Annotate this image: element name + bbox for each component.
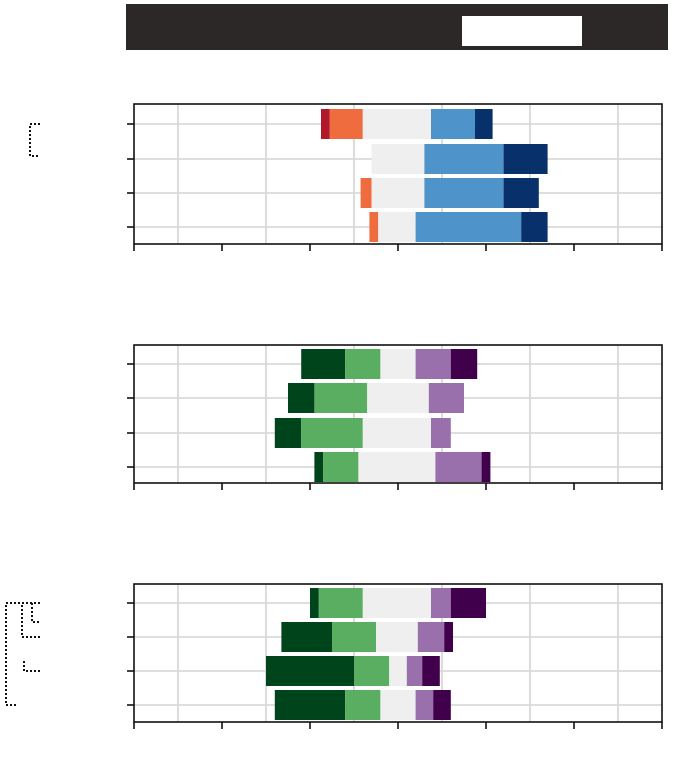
panel-1-ticks bbox=[127, 123, 663, 251]
bar-segment-p1-r2-s1 bbox=[371, 144, 425, 174]
bar-segment-p1-r4-s2 bbox=[378, 212, 416, 242]
bar-segment-p3-r4-s4 bbox=[415, 690, 434, 720]
panel-1-bracket bbox=[29, 123, 40, 157]
bar-segment-p1-r1-s5 bbox=[475, 109, 493, 139]
bar-segment-p3-r1-s2 bbox=[318, 588, 363, 618]
bar-segment-p2-r1-s3 bbox=[380, 349, 416, 379]
bar-segment-p3-r4-s1 bbox=[274, 690, 346, 720]
bar-segment-p2-r1-s2 bbox=[345, 349, 381, 379]
panel-3-ticks bbox=[127, 602, 663, 729]
bar-segment-p3-r3-s3 bbox=[389, 656, 407, 686]
panel-1 bbox=[29, 103, 663, 251]
bar-segment-p1-r4-s1 bbox=[369, 212, 379, 242]
bar-segment-p2-r1-s4 bbox=[415, 349, 451, 379]
bar-segment-p3-r4-s5 bbox=[433, 690, 451, 720]
bar-segment-p2-r2-s2 bbox=[314, 383, 368, 413]
bar-segment-p2-r2-s3 bbox=[367, 383, 429, 413]
bar-segment-p3-r2-s3 bbox=[376, 622, 418, 652]
bar-segment-p3-r4-s2 bbox=[345, 690, 381, 720]
bar-segment-p1-r1-s3 bbox=[362, 109, 431, 139]
bar-segment-p2-r4-s4 bbox=[435, 452, 482, 482]
bar-segment-p3-r2-s4 bbox=[417, 622, 445, 652]
bar-segment-p1-r2-s3 bbox=[503, 144, 548, 174]
bar-segment-p2-r4-s1 bbox=[314, 452, 324, 482]
bar-segment-p2-r3-s3 bbox=[362, 418, 431, 448]
panel-2-ticks bbox=[127, 363, 663, 490]
bar-segment-p2-r3-s2 bbox=[301, 418, 363, 448]
panel-3-bars bbox=[266, 588, 486, 720]
panel-2-bars bbox=[274, 349, 491, 482]
header-title-box bbox=[462, 16, 582, 46]
panel-3-bracket-d bbox=[23, 660, 40, 672]
bar-segment-p2-r4-s2 bbox=[323, 452, 359, 482]
panel-2 bbox=[127, 344, 663, 490]
bar-segment-p2-r1-s1 bbox=[301, 349, 346, 379]
bar-segment-p3-r3-s1 bbox=[266, 656, 354, 686]
bar-segment-p3-r3-s4 bbox=[406, 656, 423, 686]
bar-segment-p2-r2-s4 bbox=[428, 383, 464, 413]
bar-segment-p2-r3-s4 bbox=[431, 418, 451, 448]
bar-segment-p2-r4-s3 bbox=[358, 452, 436, 482]
panel-3-bracket-c bbox=[5, 602, 40, 706]
bar-segment-p3-r3-s2 bbox=[354, 656, 390, 686]
bar-segment-p1-r1-s1 bbox=[321, 109, 330, 139]
bar-segment-p3-r4-s3 bbox=[380, 690, 416, 720]
bar-segment-p1-r1-s4 bbox=[431, 109, 475, 139]
panel-1-bars bbox=[321, 109, 548, 242]
bar-segment-p3-r2-s2 bbox=[332, 622, 376, 652]
bar-segment-p2-r2-s1 bbox=[288, 383, 315, 413]
bar-segment-p3-r1-s5 bbox=[450, 588, 486, 618]
bar-segment-p1-r3-s3 bbox=[424, 178, 504, 208]
panel-3-bracket-b bbox=[31, 602, 40, 623]
bar-segment-p3-r3-s5 bbox=[422, 656, 440, 686]
bar-segment-p3-r1-s3 bbox=[362, 588, 431, 618]
bar-segment-p1-r2-s2 bbox=[424, 144, 504, 174]
bar-segment-p2-r4-s5 bbox=[481, 452, 491, 482]
bar-segment-p2-r3-s1 bbox=[274, 418, 302, 448]
bar-segment-p3-r1-s1 bbox=[310, 588, 319, 618]
bar-segment-p2-r1-s5 bbox=[450, 349, 478, 379]
bar-segment-p1-r3-s2 bbox=[371, 178, 425, 208]
bar-segment-p3-r2-s1 bbox=[281, 622, 332, 652]
bar-segment-p3-r1-s4 bbox=[431, 588, 451, 618]
bar-segment-p3-r2-s5 bbox=[444, 622, 453, 652]
header-bar bbox=[126, 4, 668, 50]
bar-segment-p1-r3-s4 bbox=[503, 178, 539, 208]
bar-segment-p1-r4-s3 bbox=[415, 212, 522, 242]
bar-segment-p1-r4-s4 bbox=[521, 212, 548, 242]
bar-segment-p1-r3-s1 bbox=[360, 178, 372, 208]
bar-segment-p1-r1-s2 bbox=[329, 109, 363, 139]
panel-3 bbox=[5, 583, 663, 729]
